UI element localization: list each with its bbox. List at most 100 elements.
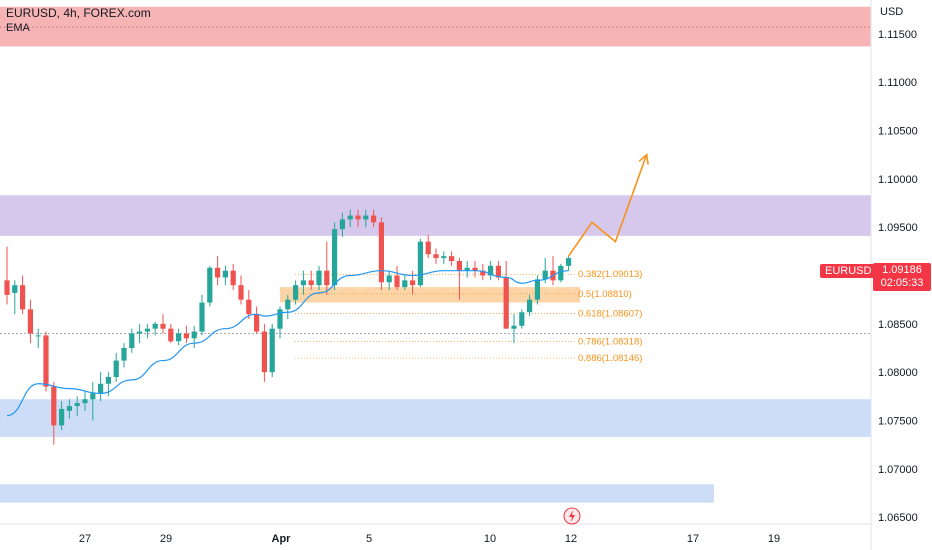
candle-body: [277, 309, 283, 329]
time-tick: 27: [79, 533, 91, 545]
candle-body: [74, 403, 80, 406]
candle-body: [363, 215, 369, 220]
candle-body: [105, 377, 111, 384]
candle-body: [456, 261, 462, 271]
candle-body: [472, 267, 478, 271]
fib-label: 0.618(1.08607): [578, 308, 642, 319]
candle-body: [480, 270, 486, 276]
candle-body: [449, 256, 455, 261]
candle-body: [230, 270, 236, 286]
candle-body: [4, 280, 10, 295]
zone-supply: [0, 6, 871, 47]
candle-countdown: 02:05:33: [880, 277, 924, 289]
time-tick: 29: [160, 533, 172, 545]
indicator-label[interactable]: EMA: [6, 22, 30, 34]
candle-body: [300, 280, 306, 286]
candle-body: [402, 280, 408, 288]
candle-body: [433, 254, 439, 259]
candle-body: [222, 270, 228, 278]
candle-body: [293, 285, 299, 300]
fib-label: 0.382(1.09013): [578, 269, 642, 280]
time-tick: 17: [687, 533, 699, 545]
price-tick: 1.07500: [878, 416, 918, 428]
candle-body: [144, 328, 150, 332]
ema-line: [6, 270, 569, 417]
candle-body: [183, 333, 189, 339]
candle-body: [27, 309, 33, 334]
candle-body: [386, 275, 392, 283]
candle-body: [534, 279, 540, 300]
candle-body: [215, 267, 221, 278]
fib-label: 0.886(1.08146): [578, 353, 642, 364]
candle-body: [90, 393, 96, 400]
price-tick: 1.08000: [878, 367, 918, 379]
candle-body: [285, 299, 291, 310]
last-price-tag: 1.09186 02:05:33: [873, 263, 931, 291]
currency-label: USD: [880, 6, 903, 18]
candle-body: [558, 265, 564, 281]
candle-body: [199, 302, 205, 332]
candle-body: [355, 215, 361, 220]
candle-body: [152, 323, 158, 329]
zone-demand-1: [0, 399, 871, 437]
price-tick: 1.08500: [878, 319, 918, 331]
candle-body: [378, 222, 384, 283]
candle-body: [137, 331, 143, 334]
price-tick: 1.07000: [878, 464, 918, 476]
zone-demand-2: [0, 484, 714, 503]
candle-body: [308, 280, 314, 286]
candles-layer: [4, 209, 572, 445]
price-tick: 1.10500: [878, 126, 918, 138]
candle-body: [441, 256, 447, 259]
fib-label: 0.5(1.08810): [578, 289, 632, 300]
candle-body: [332, 229, 338, 286]
lightning-icon[interactable]: [563, 507, 581, 525]
price-tick: 1.06500: [878, 512, 918, 524]
candle-body: [425, 241, 431, 255]
candle-body: [51, 386, 57, 426]
projection-arrow: [567, 154, 648, 257]
zone-resistance: [0, 195, 871, 236]
candle-body: [488, 265, 494, 276]
candle-body: [527, 299, 533, 313]
candle-body: [113, 360, 119, 377]
candle-body: [254, 314, 260, 332]
candle-body: [519, 312, 525, 326]
candle-body: [168, 328, 174, 342]
last-price-value: 1.09186: [882, 264, 922, 276]
candle-body: [20, 285, 26, 310]
candle-body: [410, 280, 416, 286]
candle-body: [35, 335, 41, 337]
fib-label: 0.786(1.08318): [578, 336, 642, 347]
price-tick: 1.09500: [878, 222, 918, 234]
candle-body: [566, 258, 572, 266]
candle-body: [59, 408, 65, 426]
price-tick: 1.11000: [878, 77, 917, 89]
candle-body: [261, 331, 267, 373]
zones-layer: [0, 6, 871, 503]
candle-body: [464, 267, 470, 271]
price-tick: 1.11500: [878, 29, 917, 41]
candle-body: [98, 383, 104, 394]
candle-body: [82, 399, 88, 404]
time-tick: 5: [366, 533, 372, 545]
price-tick: 1.10000: [878, 174, 918, 186]
candle-body: [66, 406, 72, 411]
candle-body: [339, 219, 345, 230]
candle-body: [417, 241, 423, 286]
time-axis: 27 29 Apr 5 10 12 17 19: [79, 533, 780, 545]
fib-labels: 0.382(1.09013) 0.5(1.08810) 0.618(1.08607)…: [578, 269, 642, 364]
candle-body: [12, 285, 18, 293]
time-tick: 12: [565, 533, 577, 545]
candle-body: [347, 215, 353, 220]
candle-body: [371, 215, 377, 223]
time-tick: Apr: [272, 533, 292, 545]
candle-body: [503, 277, 509, 329]
candle-body: [542, 270, 548, 280]
candle-body: [246, 299, 252, 315]
candle-body: [207, 267, 213, 303]
chart-title: EURUSD, 4h, FOREX.com: [6, 6, 151, 20]
projection-arrowhead: [638, 153, 649, 165]
candle-body: [191, 331, 197, 339]
